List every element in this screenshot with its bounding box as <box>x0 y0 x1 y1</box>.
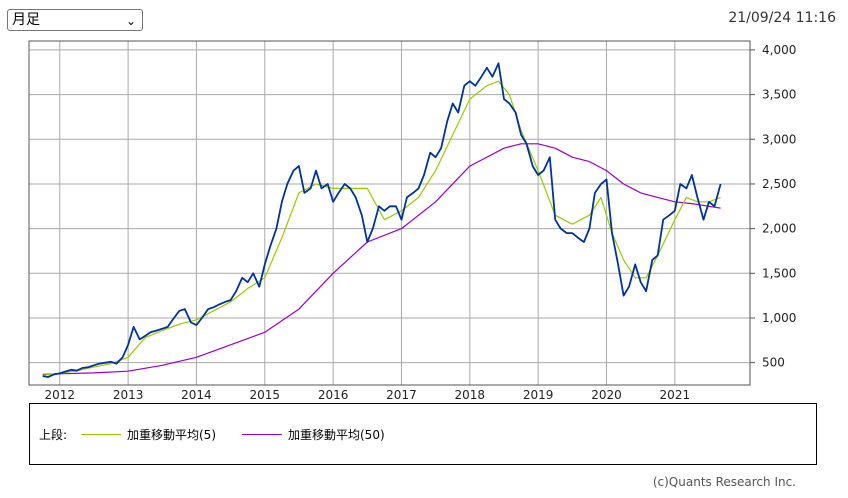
x-axis-ticks: 2012 2013 2014 2015 2016 2017 2018 2019 2020 2021 <box>44 388 690 400</box>
chart-grid <box>29 41 750 385</box>
y-tick-label: 500 <box>762 356 785 370</box>
copyright: (c)Quants Research Inc. <box>652 475 796 489</box>
y-tick-label: 3,500 <box>762 88 796 102</box>
series-line-wma50 <box>42 143 721 375</box>
series-line-wma5 <box>42 80 721 376</box>
legend-swatch-wma50 <box>242 434 282 435</box>
legend-prefix: 上段: <box>39 426 67 443</box>
x-tick-label: 2016 <box>318 388 349 400</box>
legend-prefix-label: 上段: <box>39 428 68 442</box>
top-bar: 月足 ⌄ 21/09/24 11:16 <box>0 0 848 40</box>
legend-item-wma50: 加重移動平均(50) <box>236 426 385 443</box>
timestamp: 21/09/24 11:16 <box>728 10 836 26</box>
plot-area <box>28 40 751 386</box>
y-tick-label: 4,000 <box>762 43 796 57</box>
x-tick-label: 2019 <box>523 388 554 400</box>
y-tick-label: 2,000 <box>762 222 796 236</box>
y-tick-label: 2,500 <box>762 177 796 191</box>
x-tick-label: 2013 <box>113 388 144 400</box>
price-chart: 500 1,000 1,500 2,000 2,500 3,000 3,500 4,000 2… <box>28 40 796 400</box>
legend: 上段: 加重移動平均(5) 加重移動平均(50) <box>29 403 817 465</box>
x-tick-label: 2020 <box>591 388 622 400</box>
legend-label-wma50: 加重移動平均(50) <box>288 428 385 442</box>
x-tick-label: 2015 <box>250 388 281 400</box>
legend-item-wma5: 加重移動平均(5) <box>75 426 216 443</box>
series-line-price <box>42 62 722 378</box>
y-tick-label: 3,000 <box>762 132 796 146</box>
legend-swatch-wma5 <box>81 434 121 435</box>
y-tick-label: 1,000 <box>762 311 796 325</box>
x-tick-label: 2014 <box>181 388 212 400</box>
chart-series <box>42 62 722 378</box>
x-tick-label: 2012 <box>44 388 75 400</box>
period-select[interactable]: 月足 ⌄ <box>7 9 143 31</box>
y-axis-ticks: 500 1,000 1,500 2,000 2,500 3,000 3,500 4,000 <box>750 43 796 370</box>
chevron-down-icon[interactable]: ⌄ <box>125 14 136 28</box>
x-tick-label: 2018 <box>455 388 486 400</box>
legend-label-wma5: 加重移動平均(5) <box>127 428 216 442</box>
x-tick-label: 2017 <box>386 388 417 400</box>
y-tick-label: 1,500 <box>762 266 796 280</box>
x-tick-label: 2021 <box>660 388 691 400</box>
period-select-value: 月足 <box>12 12 40 28</box>
